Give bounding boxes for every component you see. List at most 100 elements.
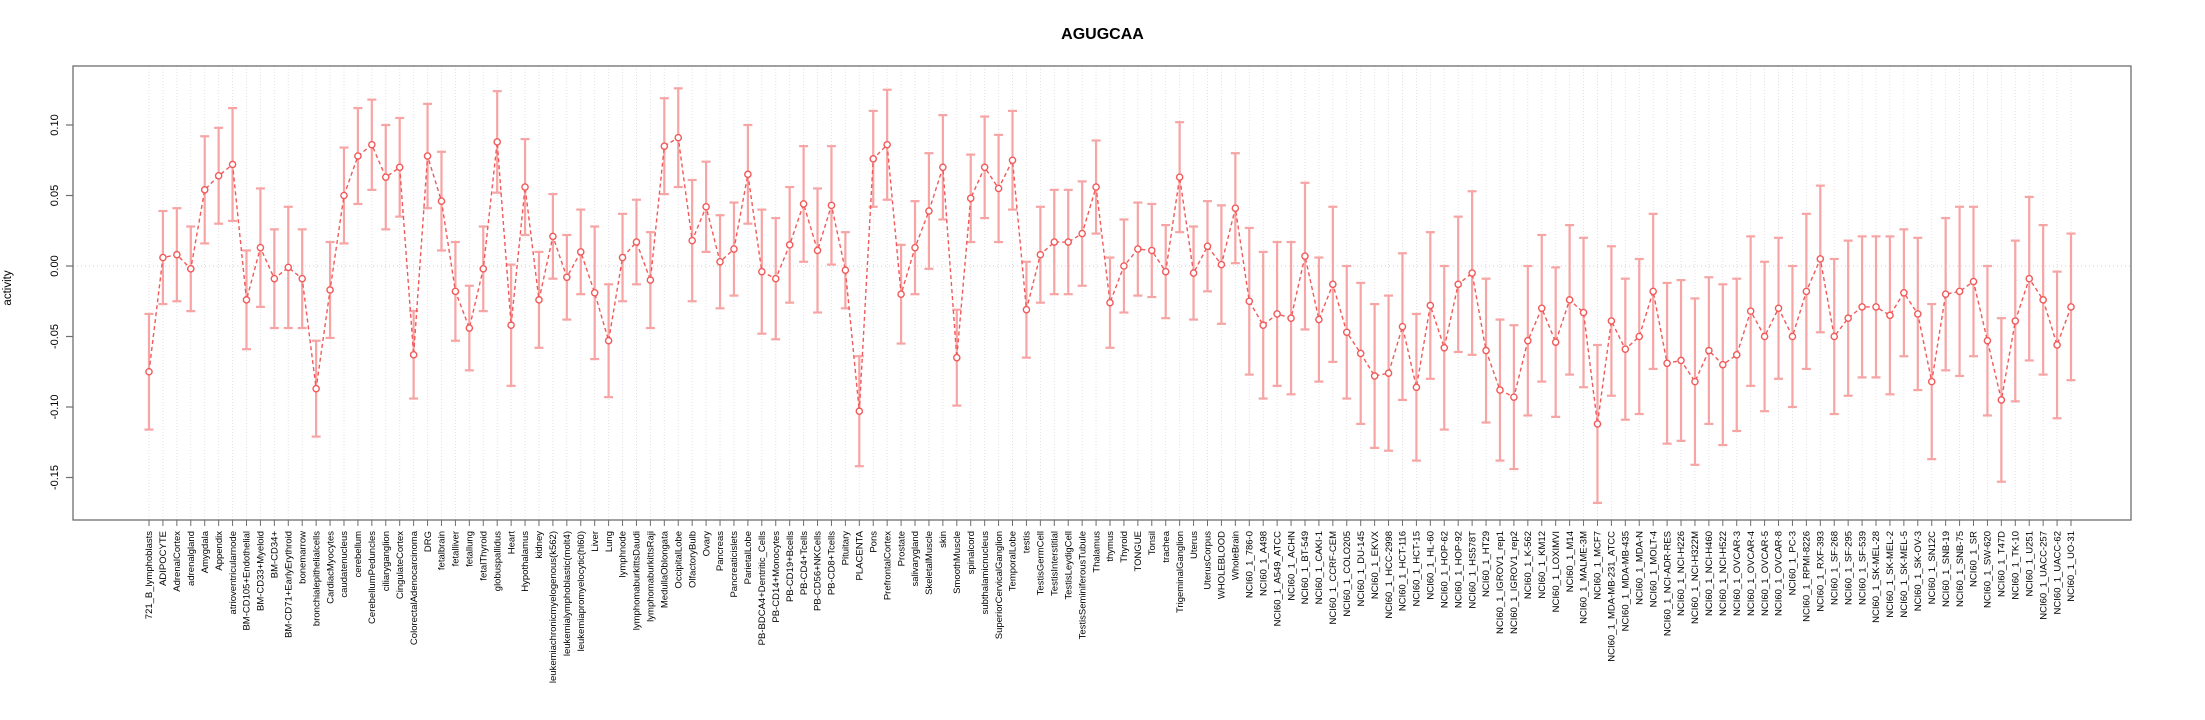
data-point (1287, 314, 1295, 322)
data-point (1900, 288, 1908, 297)
data-point (507, 321, 515, 330)
data-point (1217, 260, 1226, 269)
data-point (1955, 287, 1964, 296)
y-axis-label: activity (2, 270, 14, 306)
data-point (1092, 183, 1100, 191)
data-point (1120, 262, 1128, 270)
x-tick-label: PB-BDCA4+Dentritic_Cells (757, 531, 768, 646)
data-point (340, 191, 348, 200)
x-tick-label: TestisInterstitial (1049, 531, 1060, 596)
data-point (799, 200, 808, 208)
x-tick-label: NCI60_1_HOP-92 (1453, 531, 1464, 608)
data-point (2011, 317, 2020, 325)
data-point (1022, 305, 1031, 314)
data-point (1788, 332, 1797, 341)
x-tick-label: SkeletalMuscle (924, 531, 935, 595)
x-tick-label: AdrenalCortex (172, 531, 183, 592)
data-point (1231, 204, 1240, 212)
x-tick-label: fetalliver (451, 531, 462, 566)
data-point (1078, 229, 1086, 238)
data-point (855, 407, 864, 416)
data-point (1719, 360, 1727, 369)
x-tick-label: NCI60_1_HOP-62 (1439, 531, 1450, 608)
x-tick-label: NCI60_1_HCT-116 (1398, 531, 1409, 611)
x-tick-label: NCI60_1_ACHN (1286, 531, 1297, 601)
data-point (1342, 328, 1351, 337)
x-tick-label: NCI60_1_MOLT-4 (1648, 531, 1659, 607)
x-tick-label: NCI60_1_MDA-N (1634, 531, 1645, 605)
data-point (925, 207, 933, 215)
data-point (1273, 310, 1281, 318)
data-point (2053, 341, 2061, 349)
x-tick-label: Pituitary (841, 531, 852, 566)
x-tick-label: Pancreaticislets (729, 531, 740, 598)
x-tick-label: ParietalLobe (743, 531, 754, 584)
x-tick-label: NCI60_1_UACC-257 (2038, 531, 2049, 620)
data-point (1872, 303, 1880, 311)
data-point (298, 274, 307, 283)
data-point (1593, 420, 1602, 428)
x-tick-label: CerebellumPeduncles (367, 531, 378, 624)
x-tick-label: TemporalLobe (1008, 531, 1019, 591)
data-point (1969, 277, 1978, 286)
data-point (841, 266, 850, 275)
y-tick-label: 0.05 (49, 185, 61, 206)
plot-box (72, 65, 2132, 521)
data-point (1259, 321, 1268, 330)
y-tick-label: -0.05 (49, 324, 61, 349)
x-tick-label: BM-CD34+ (270, 531, 281, 579)
x-tick-label: NCI60_1_K-562 (1523, 531, 1534, 599)
data-point (744, 170, 752, 179)
x-tick-label: NCI60_1_NCI-H226 (1676, 531, 1687, 616)
data-point (200, 186, 209, 194)
x-tick-label: NCI60_1_RPMI-8226 (1802, 531, 1813, 622)
x-tick-label: ADIPOCYTE (158, 531, 169, 586)
data-point (381, 173, 390, 181)
x-tick-label: NCI60_1_EKVX (1370, 530, 1381, 599)
x-tick-label: NCI60_1_SNB-75 (1955, 531, 1966, 607)
x-tick-label: NCI60_1_HCC-2998 (1384, 531, 1395, 619)
x-tick-label: adrenalgland (186, 531, 197, 586)
x-tick-label: OccipitalLobe (673, 531, 684, 589)
data-point (1106, 298, 1114, 307)
data-point (437, 197, 446, 205)
x-tick-label: Prostate (896, 531, 907, 566)
data-point (1189, 269, 1198, 277)
x-tick-label: fetallung (465, 531, 476, 567)
data-point (1565, 296, 1574, 304)
x-tick-label: NCI60_1_SF-539 (1857, 531, 1868, 605)
data-point (590, 288, 599, 297)
data-point (1635, 332, 1644, 341)
x-tick-label: NCI60_1_IGROV1_rep1 (1495, 531, 1506, 634)
x-tick-label: MedullaOblongata (660, 530, 671, 608)
data-point (228, 160, 237, 169)
x-tick-label: NCI60_1_UO-31 (2066, 531, 2077, 602)
x-tick-label: NCI60_1_NCI-ADR-RES (1662, 531, 1673, 636)
x-tick-label: Uterus (1189, 531, 1200, 559)
data-point (785, 241, 794, 249)
x-tick-label: UterusCorpus (1203, 531, 1214, 590)
x-tick-label: PrefrontalCortex (882, 531, 893, 600)
data-point (1440, 343, 1449, 352)
data-point (1760, 332, 1769, 341)
data-point (1064, 238, 1073, 246)
x-tick-label: NCI60_1_SF-295 (1843, 531, 1854, 605)
x-tick-label: NCI60_1_M14 (1565, 531, 1576, 592)
data-point (911, 243, 919, 252)
data-point (646, 276, 655, 284)
data-point (549, 232, 557, 241)
data-point (1510, 393, 1518, 401)
data-point (1607, 317, 1616, 325)
x-tick-label: NCI60_1_CAKI-1 (1314, 531, 1325, 604)
data-point (214, 171, 223, 180)
data-point (451, 287, 460, 296)
x-tick-label: SmoothMuscle (952, 531, 963, 594)
x-tick-label: DRG (423, 531, 434, 552)
data-point (1412, 383, 1421, 392)
x-tick-label: fetalThyroid (478, 531, 489, 581)
data-point (618, 253, 627, 262)
x-tick-label: PB-CD4+Tcells (799, 531, 810, 595)
data-point (2025, 274, 2034, 283)
